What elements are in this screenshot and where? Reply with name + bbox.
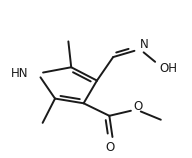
Text: HN: HN bbox=[11, 67, 28, 80]
Text: OH: OH bbox=[159, 61, 177, 75]
Text: N: N bbox=[140, 38, 149, 51]
Text: O: O bbox=[106, 141, 115, 154]
Text: O: O bbox=[133, 100, 142, 113]
